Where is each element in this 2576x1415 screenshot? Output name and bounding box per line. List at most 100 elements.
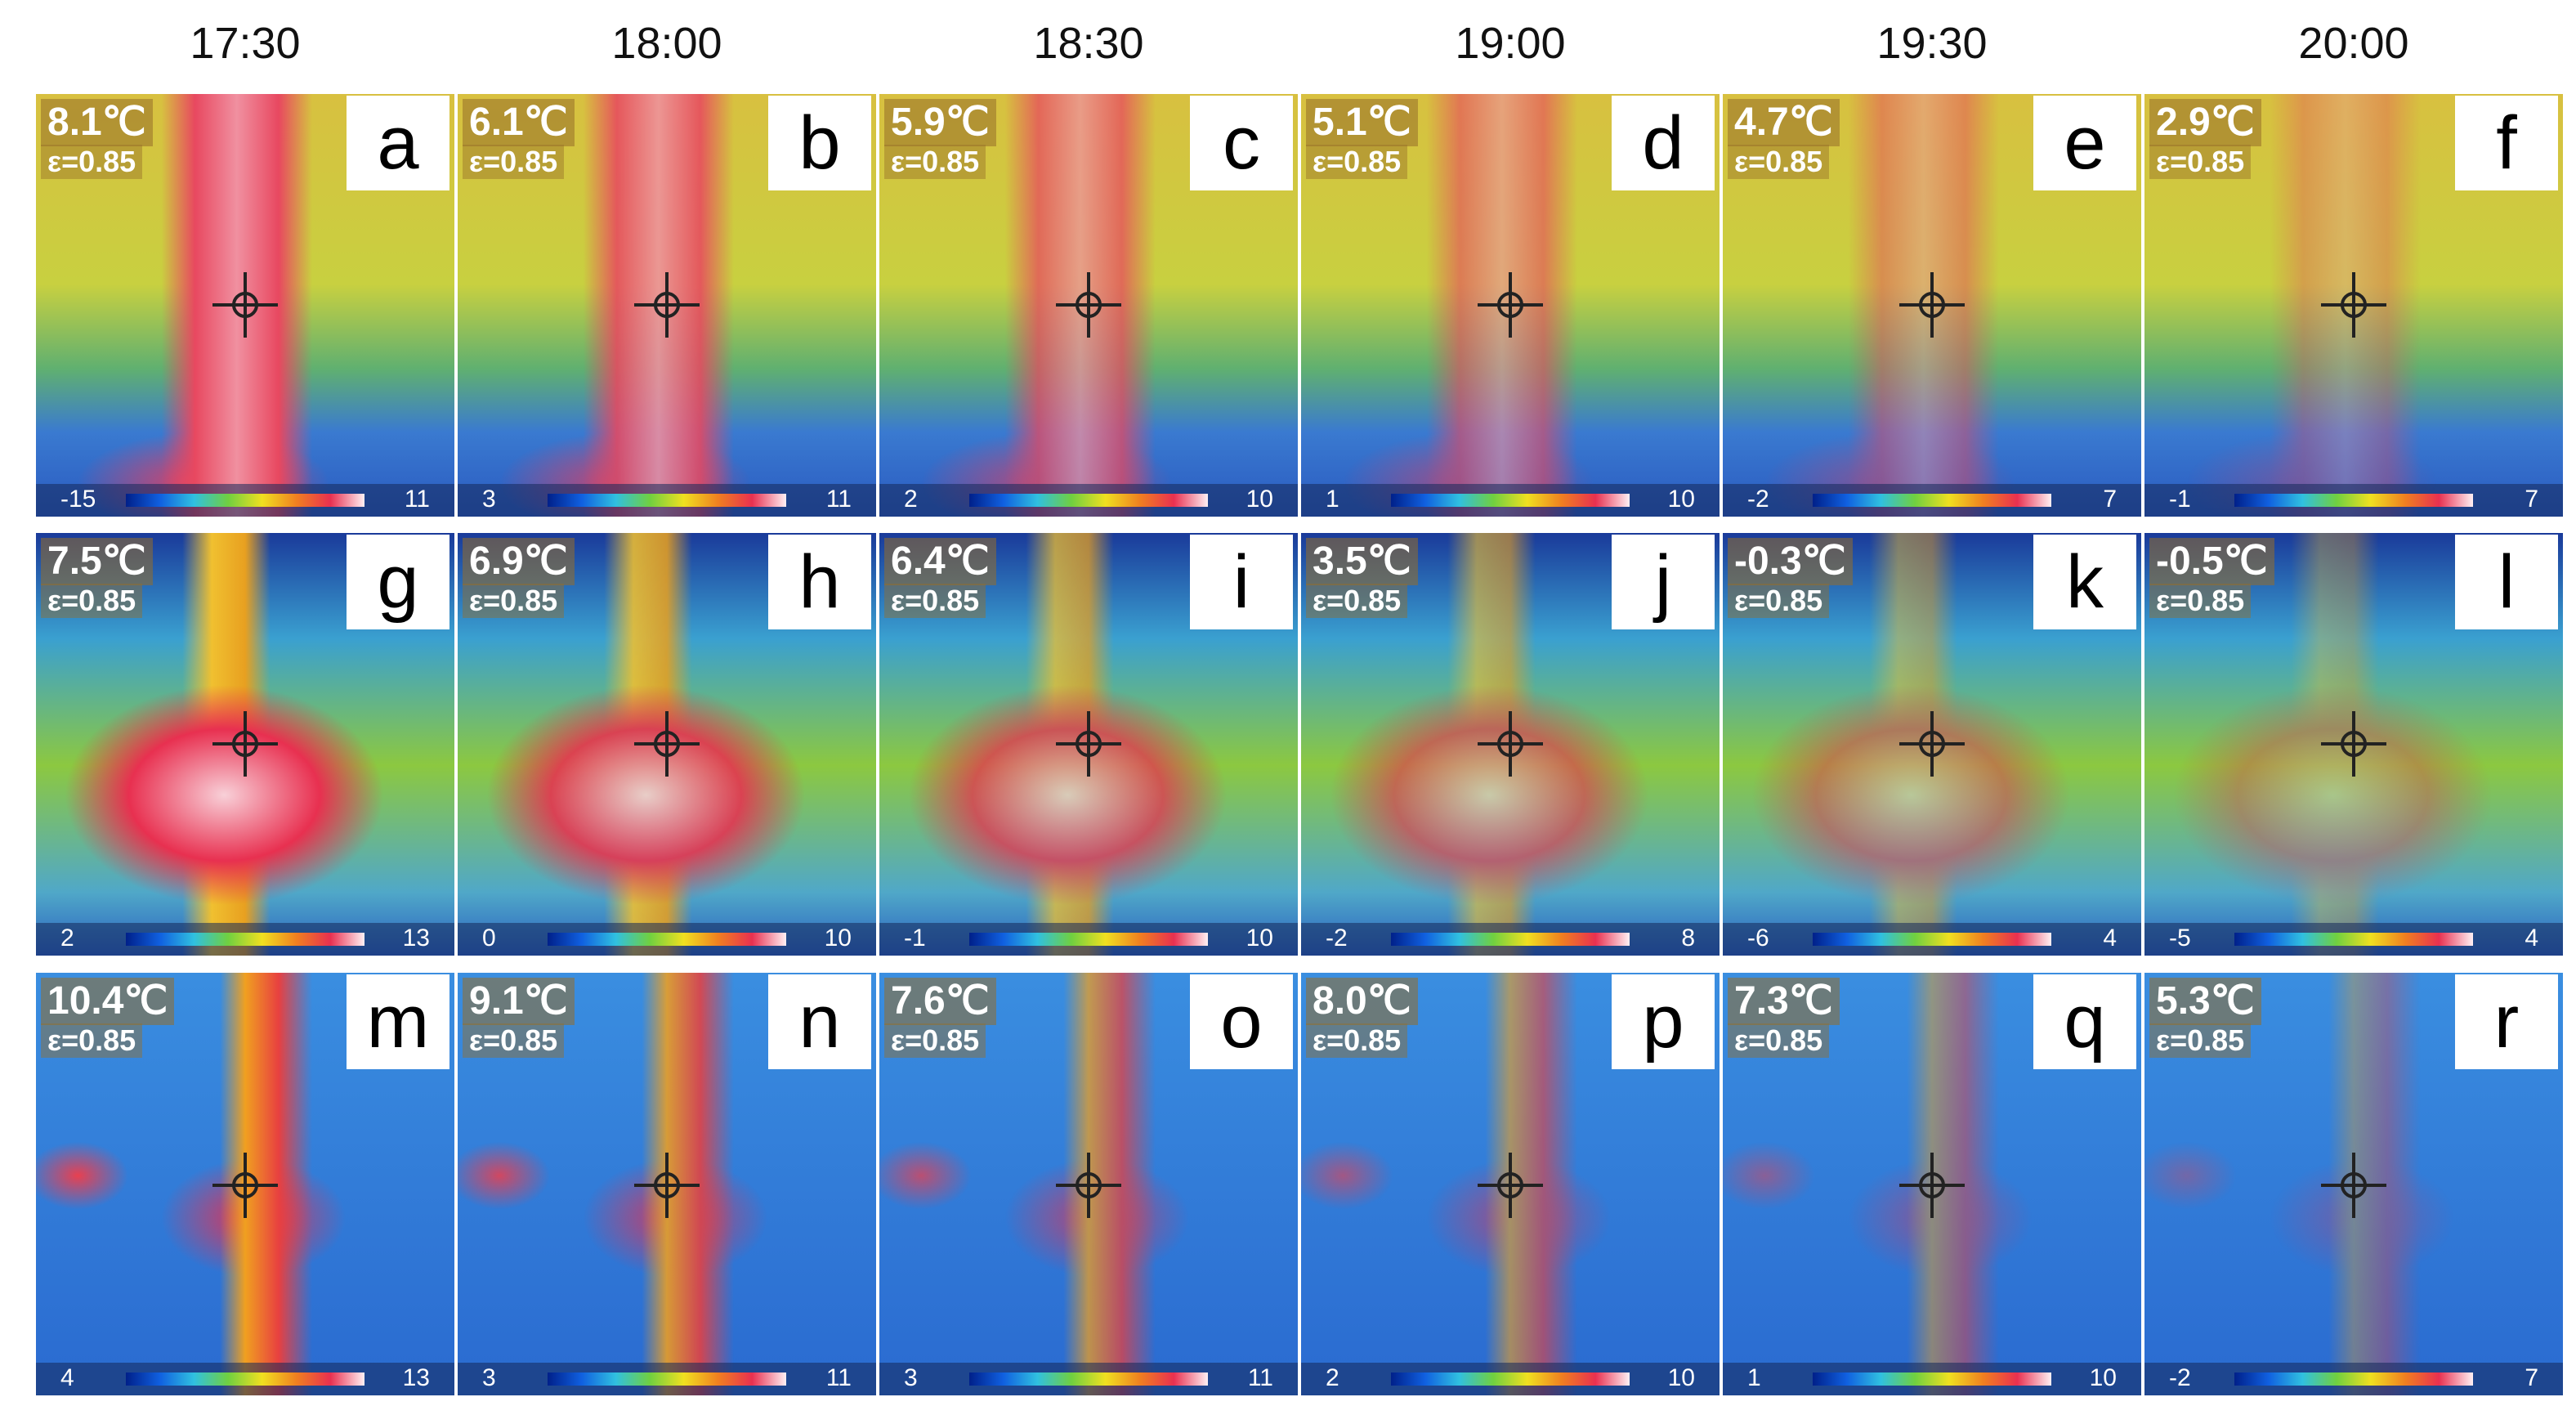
thermal-image: 2.9℃ ε=0.85 f -1 7 — [2144, 94, 2563, 517]
scale-bar: 3 11 — [879, 1363, 1298, 1395]
panel-letter: f — [2455, 96, 2558, 190]
emissivity-label: ε=0.85 — [2149, 1023, 2252, 1058]
panel-letter: g — [347, 535, 449, 629]
emissivity-label: ε=0.85 — [1306, 145, 1408, 179]
crosshair — [1056, 272, 1121, 338]
scale-bar: 4 13 — [36, 1363, 454, 1395]
scale-max: 11 — [825, 486, 852, 513]
temperature-label: 5.9℃ — [884, 99, 996, 146]
panel-letter: o — [1190, 974, 1293, 1069]
scale-min: 1 — [1747, 1364, 1761, 1391]
crosshair — [1056, 711, 1121, 777]
temperature-label: 7.6℃ — [884, 978, 996, 1025]
scale-max: 8 — [1681, 925, 1695, 952]
scale-max: 10 — [1246, 925, 1273, 952]
column-header: 19:00 — [1455, 19, 1566, 68]
color-bar — [548, 494, 786, 507]
thermal-image: -0.3℃ ε=0.85 k -6 4 — [1723, 533, 2141, 956]
emissivity-label: ε=0.85 — [884, 145, 986, 179]
scale-min: 2 — [904, 486, 918, 513]
scale-min: -5 — [2169, 925, 2191, 952]
temperature-label: 2.9℃ — [2149, 99, 2261, 146]
thermal-image: 4.7℃ ε=0.85 e -2 7 — [1723, 94, 2141, 517]
panel-letter: e — [2033, 96, 2136, 190]
emissivity-label: ε=0.85 — [1728, 145, 1830, 179]
emissivity-label: ε=0.85 — [463, 1023, 565, 1058]
emissivity-label: ε=0.85 — [2149, 584, 2252, 618]
column-header: 18:00 — [611, 19, 722, 68]
scale-min: 3 — [904, 1364, 918, 1391]
temperature-label: 6.1℃ — [463, 99, 575, 146]
emissivity-label: ε=0.85 — [1728, 1023, 1830, 1058]
temperature-label: 7.3℃ — [1728, 978, 1840, 1025]
scale-min: 1 — [1326, 486, 1339, 513]
color-bar — [1813, 933, 2051, 946]
scale-max: 10 — [1667, 1364, 1695, 1391]
thermal-image: 5.1℃ ε=0.85 d 1 10 — [1301, 94, 1720, 517]
scale-bar: 3 11 — [458, 484, 876, 517]
scale-bar: -2 7 — [2144, 1363, 2563, 1395]
temperature-label: 3.5℃ — [1306, 538, 1418, 585]
column-header: 18:30 — [1033, 19, 1144, 68]
scale-bar: -5 4 — [2144, 923, 2563, 956]
temperature-label: -0.5℃ — [2149, 538, 2274, 585]
color-bar — [126, 1372, 364, 1386]
color-bar — [548, 1372, 786, 1386]
panel-letter: c — [1190, 96, 1293, 190]
scale-min: -15 — [60, 486, 96, 513]
color-bar — [2234, 933, 2473, 946]
crosshair — [1899, 711, 1965, 777]
panel-letter: m — [347, 974, 449, 1069]
temperature-label: 8.0℃ — [1306, 978, 1418, 1025]
scale-bar: -15 11 — [36, 484, 454, 517]
color-bar — [969, 933, 1208, 946]
emissivity-label: ε=0.85 — [1306, 584, 1408, 618]
scale-max: 7 — [2525, 1364, 2538, 1391]
column-header: 20:00 — [2298, 19, 2409, 68]
crosshair — [2321, 272, 2386, 338]
scale-max: 7 — [2525, 486, 2538, 513]
crosshair — [1478, 1153, 1543, 1218]
emissivity-label: ε=0.85 — [884, 1023, 986, 1058]
scale-max: 13 — [402, 1364, 430, 1391]
crosshair — [2321, 1153, 2386, 1218]
crosshair — [634, 711, 700, 777]
emissivity-label: ε=0.85 — [1728, 584, 1830, 618]
scale-min: 2 — [60, 925, 74, 952]
panel-letter: a — [347, 96, 449, 190]
crosshair — [634, 1153, 700, 1218]
panel-letter: l — [2455, 535, 2558, 629]
panel-letter: p — [1612, 974, 1715, 1069]
temperature-label: 6.9℃ — [463, 538, 575, 585]
temperature-label: -0.3℃ — [1728, 538, 1853, 585]
scale-max: 7 — [2103, 486, 2117, 513]
color-bar — [1391, 933, 1630, 946]
color-bar — [126, 494, 364, 507]
crosshair — [212, 1153, 278, 1218]
color-bar — [2234, 494, 2473, 507]
scale-min: -1 — [2169, 486, 2191, 513]
crosshair — [1056, 1153, 1121, 1218]
scale-bar: -1 7 — [2144, 484, 2563, 517]
scale-max: 10 — [1246, 486, 1273, 513]
crosshair — [634, 272, 700, 338]
panel-letter: b — [768, 96, 871, 190]
color-bar — [1813, 494, 2051, 507]
color-bar — [1391, 494, 1630, 507]
scale-min: -2 — [1747, 486, 1769, 513]
emissivity-label: ε=0.85 — [41, 1023, 143, 1058]
scale-min: -2 — [2169, 1364, 2191, 1391]
emissivity-label: ε=0.85 — [884, 584, 986, 618]
crosshair — [2321, 711, 2386, 777]
emissivity-label: ε=0.85 — [463, 584, 565, 618]
column-header: 17:30 — [190, 19, 301, 68]
scale-max: 13 — [402, 925, 430, 952]
emissivity-label: ε=0.85 — [41, 145, 143, 179]
thermal-image: 7.5℃ ε=0.85 g 2 13 — [36, 533, 454, 956]
emissivity-label: ε=0.85 — [1306, 1023, 1408, 1058]
scale-bar: -6 4 — [1723, 923, 2141, 956]
thermal-image: 8.1℃ ε=0.85 a -15 11 — [36, 94, 454, 517]
scale-bar: -2 8 — [1301, 923, 1720, 956]
column-header: 19:30 — [1876, 19, 1988, 68]
